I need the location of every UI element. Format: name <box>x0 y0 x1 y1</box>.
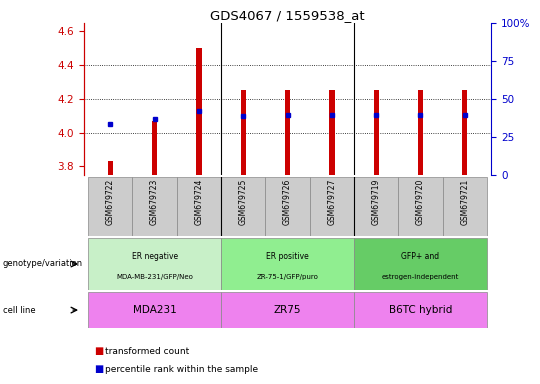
Text: ER negative: ER negative <box>132 252 178 261</box>
Bar <box>354 238 487 290</box>
Bar <box>399 177 443 236</box>
Text: transformed count: transformed count <box>105 347 190 356</box>
Bar <box>310 177 354 236</box>
Bar <box>221 177 265 236</box>
Bar <box>221 238 354 290</box>
Text: GSM679724: GSM679724 <box>194 179 204 225</box>
Text: cell line: cell line <box>3 306 35 314</box>
Text: percentile rank within the sample: percentile rank within the sample <box>105 365 259 374</box>
Text: GSM679723: GSM679723 <box>150 179 159 225</box>
Bar <box>374 91 379 175</box>
Bar <box>177 177 221 236</box>
Text: GSM679727: GSM679727 <box>327 179 336 225</box>
Bar <box>285 91 290 175</box>
Bar <box>462 91 468 175</box>
Bar <box>107 161 113 175</box>
Text: GSM679722: GSM679722 <box>106 179 115 225</box>
Text: GSM679720: GSM679720 <box>416 179 425 225</box>
Text: ■: ■ <box>94 346 104 356</box>
Text: MDA231: MDA231 <box>133 305 177 315</box>
Bar <box>443 177 487 236</box>
Text: GSM679725: GSM679725 <box>239 179 248 225</box>
Bar <box>418 91 423 175</box>
Text: genotype/variation: genotype/variation <box>3 260 83 268</box>
Bar <box>88 177 132 236</box>
Bar <box>152 121 157 175</box>
Text: ■: ■ <box>94 364 104 374</box>
Bar <box>241 91 246 175</box>
Bar <box>329 91 334 175</box>
Bar <box>88 238 221 290</box>
Bar <box>221 292 354 328</box>
Text: ZR75: ZR75 <box>274 305 301 315</box>
Title: GDS4067 / 1559538_at: GDS4067 / 1559538_at <box>210 9 365 22</box>
Text: ER positive: ER positive <box>266 252 309 261</box>
Text: GFP+ and: GFP+ and <box>401 252 440 261</box>
Text: estrogen-independent: estrogen-independent <box>382 274 459 280</box>
Bar <box>265 177 310 236</box>
Text: GSM679719: GSM679719 <box>372 179 381 225</box>
Text: B6TC hybrid: B6TC hybrid <box>389 305 452 315</box>
Bar <box>132 177 177 236</box>
Bar <box>354 292 487 328</box>
Text: ZR-75-1/GFP/puro: ZR-75-1/GFP/puro <box>256 274 319 280</box>
Text: GSM679726: GSM679726 <box>283 179 292 225</box>
Text: MDA-MB-231/GFP/Neo: MDA-MB-231/GFP/Neo <box>116 274 193 280</box>
Text: GSM679721: GSM679721 <box>460 179 469 225</box>
Bar <box>196 48 201 175</box>
Bar <box>354 177 399 236</box>
Bar <box>88 292 221 328</box>
